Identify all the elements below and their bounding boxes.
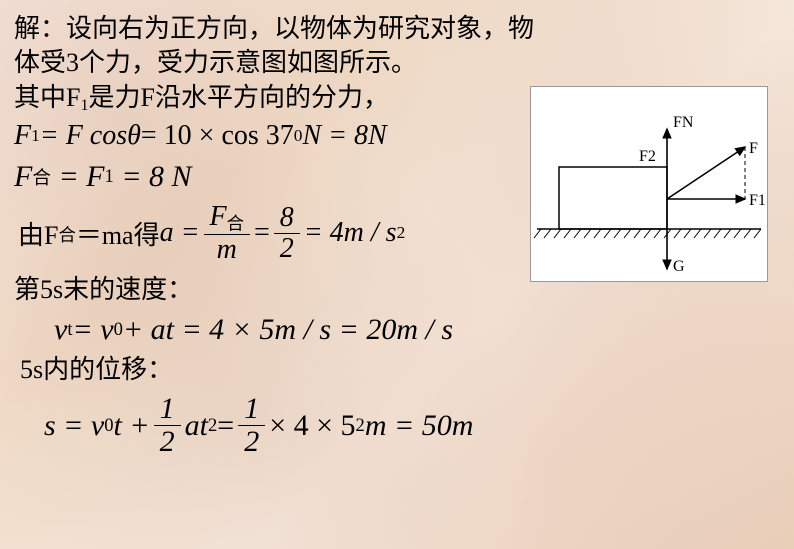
eq4-0: 0 — [114, 319, 123, 341]
equation-vt: vt = v0 + at = 4 × 5m / s = 20m / s — [54, 313, 780, 347]
eq3-denA: m — [211, 235, 243, 265]
eq3-he: 合 — [58, 221, 75, 246]
eq2-end: = 8 N — [121, 160, 191, 194]
eq5-sq1: 2 — [208, 415, 217, 437]
eq5-eq: = — [217, 409, 234, 443]
line-1: 解：设向右为正方向，以物体为研究对象，物 — [14, 12, 780, 46]
eq3-a: a = — [160, 217, 200, 249]
force-diagram-svg: FN F F1 F2 G — [531, 87, 767, 281]
eq5-t: t + — [114, 409, 150, 443]
eq4-rest: + at = 4 × 5m / s = 20m / s — [123, 313, 453, 347]
eq2-eqF1: = F — [58, 160, 104, 194]
svg-text:F2: F2 — [639, 148, 656, 165]
eq3-denB: 2 — [274, 234, 300, 264]
eq3-fracA: F合 m — [204, 202, 250, 265]
eq5-frac2: 1 2 — [238, 393, 265, 458]
eq3-end: = 4m / s — [304, 217, 397, 249]
line-displacement-label: 5s内的位移： — [20, 353, 780, 387]
eq3-numA-he: 合 — [227, 214, 244, 233]
eq2-F: F — [14, 160, 32, 194]
eq5-s: s = v — [44, 409, 104, 443]
eq3-mid: = — [254, 217, 270, 249]
svg-text:F1: F1 — [749, 192, 766, 209]
eq1-theta: θ — [127, 120, 141, 152]
eq1-rest: = 10 × cos 37 — [141, 120, 294, 152]
eq4-v: v — [54, 313, 67, 347]
l3-sub: 1 — [80, 97, 88, 114]
eq2-sub1: 1 — [105, 166, 114, 188]
eq2-he: 合 — [32, 163, 51, 190]
l3-pre: 其中F — [14, 83, 80, 112]
eq3-cn: 由F — [18, 215, 58, 252]
eq5-num1: 1 — [154, 393, 181, 425]
eq5-den1: 2 — [154, 426, 181, 458]
eq5-e: × 4 × 5 — [269, 409, 355, 443]
svg-text:F: F — [749, 140, 758, 157]
eq1-sub1: 1 — [31, 126, 40, 146]
eq3-numB: 8 — [274, 203, 300, 233]
eq3-cn2: ＝ma得 — [76, 215, 160, 252]
force-diagram: FN F F1 F2 G — [530, 86, 768, 282]
line-2: 体受3个力，受力示意图如图所示。 — [14, 46, 780, 80]
l3-post: 是力F沿水平方向的分力， — [89, 83, 389, 112]
eq1-end: N = 8N — [302, 120, 386, 152]
eq5-f: m = 50m — [365, 409, 474, 443]
eq3-sq: 2 — [397, 223, 406, 243]
svg-text:G: G — [673, 258, 685, 275]
eq1-mid: = F cos — [40, 120, 127, 152]
eq5-at: at — [185, 409, 208, 443]
eq3-numA: F — [210, 201, 227, 232]
svg-text:FN: FN — [673, 114, 694, 131]
eq1-F: F — [14, 120, 31, 152]
eq5-frac1: 1 2 — [154, 393, 181, 458]
eq5-sq2: 2 — [356, 415, 365, 437]
eq3-fracB: 8 2 — [274, 203, 300, 264]
eq4-v0: = v — [73, 313, 114, 347]
equation-s: s = v0 t + 1 2 at2 = 1 2 × 4 × 52 m = 50… — [44, 393, 780, 458]
eq5-num2: 1 — [238, 393, 265, 425]
eq5-den2: 2 — [238, 426, 265, 458]
eq5-0: 0 — [104, 415, 113, 437]
